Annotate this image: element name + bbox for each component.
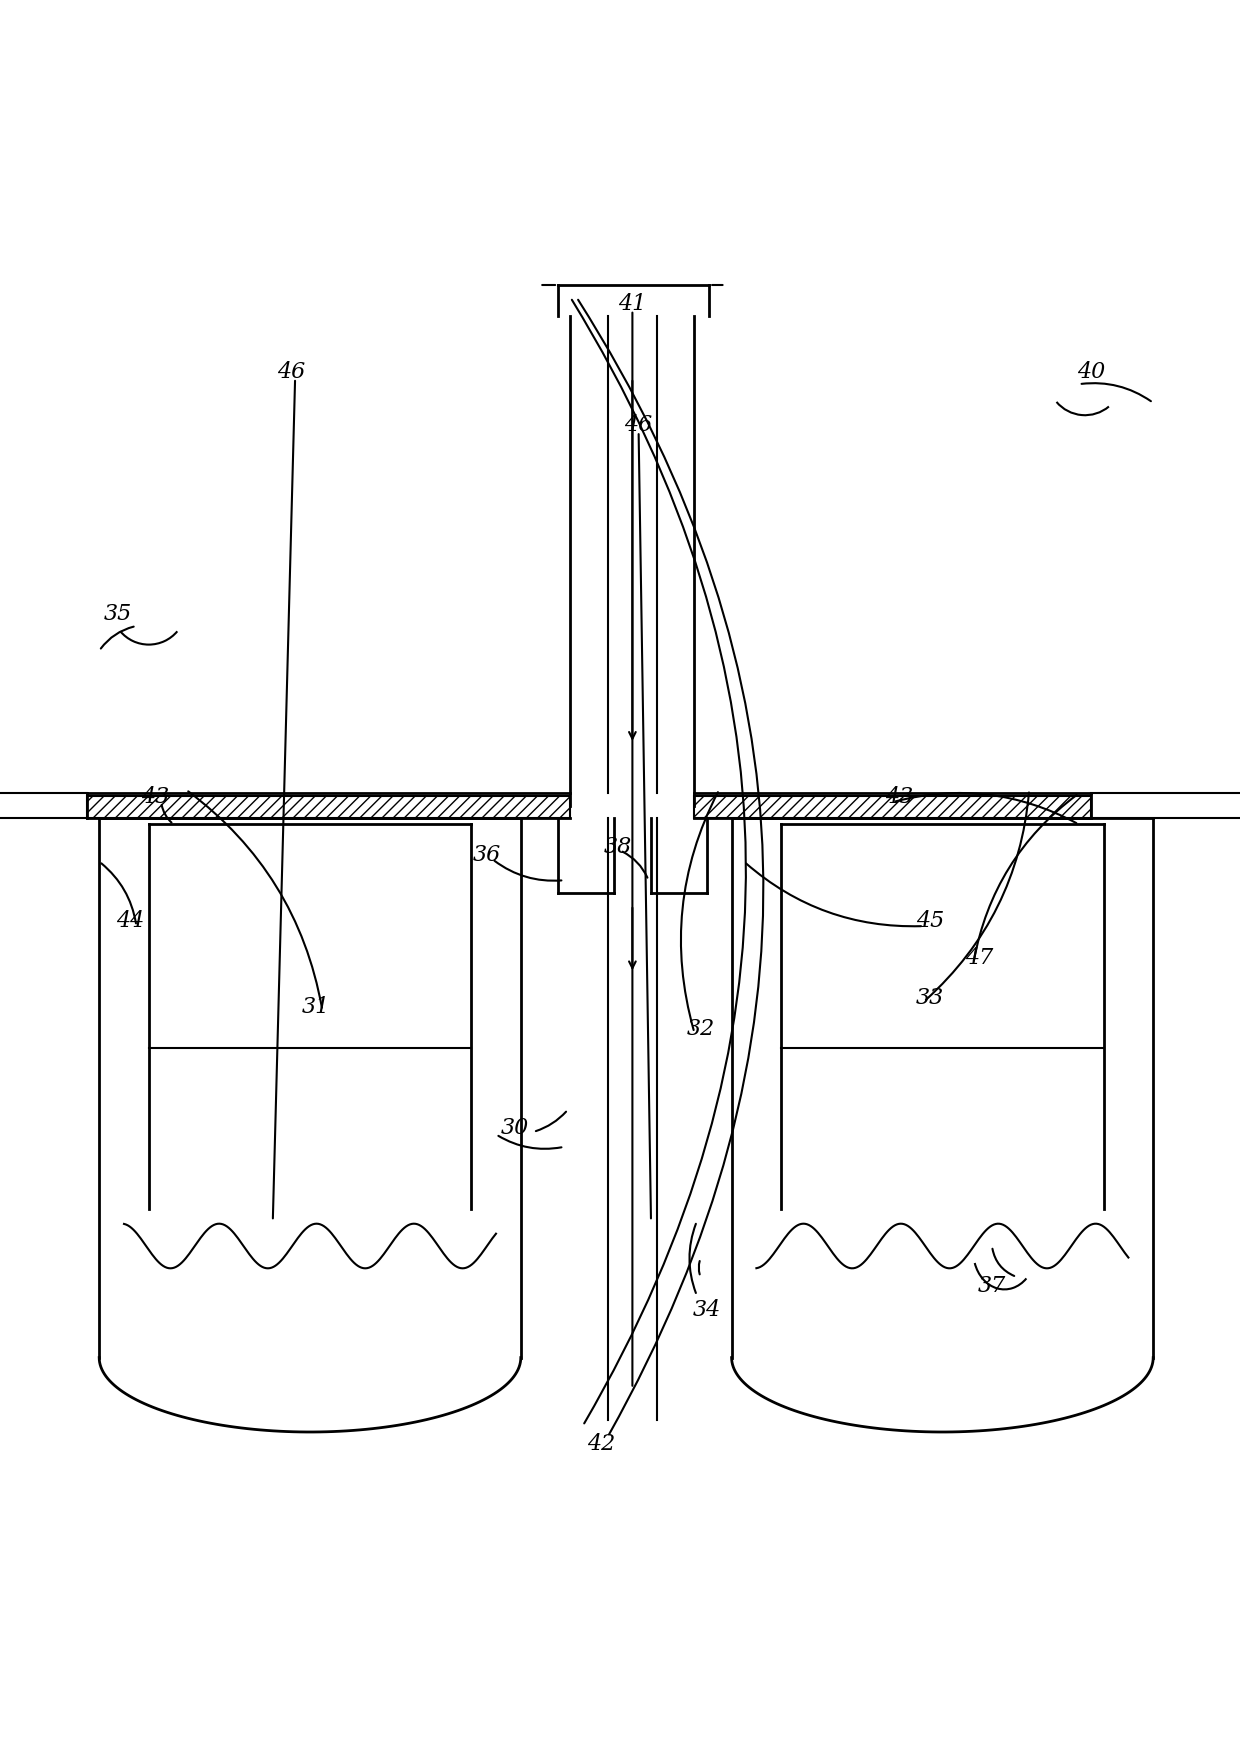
Text: 47: 47 bbox=[966, 947, 993, 970]
Text: 46: 46 bbox=[278, 360, 305, 383]
Text: 32: 32 bbox=[687, 1017, 714, 1040]
Text: 40: 40 bbox=[1078, 360, 1105, 383]
Text: 37: 37 bbox=[978, 1274, 1006, 1297]
Text: 38: 38 bbox=[604, 836, 631, 858]
Text: 41: 41 bbox=[619, 292, 646, 315]
Text: 33: 33 bbox=[916, 988, 944, 1009]
Text: 36: 36 bbox=[474, 844, 501, 867]
Text: 34: 34 bbox=[693, 1299, 720, 1321]
Text: 30: 30 bbox=[501, 1117, 528, 1140]
Bar bbox=[87, 795, 570, 818]
Text: 45: 45 bbox=[916, 911, 944, 932]
Text: 44: 44 bbox=[117, 911, 144, 932]
Text: 31: 31 bbox=[303, 996, 330, 1017]
Text: 35: 35 bbox=[104, 603, 131, 624]
Text: 43: 43 bbox=[885, 787, 913, 808]
Text: 42: 42 bbox=[588, 1433, 615, 1456]
Text: 43: 43 bbox=[141, 787, 169, 808]
Text: 46: 46 bbox=[625, 414, 652, 435]
Bar bbox=[694, 795, 1091, 818]
